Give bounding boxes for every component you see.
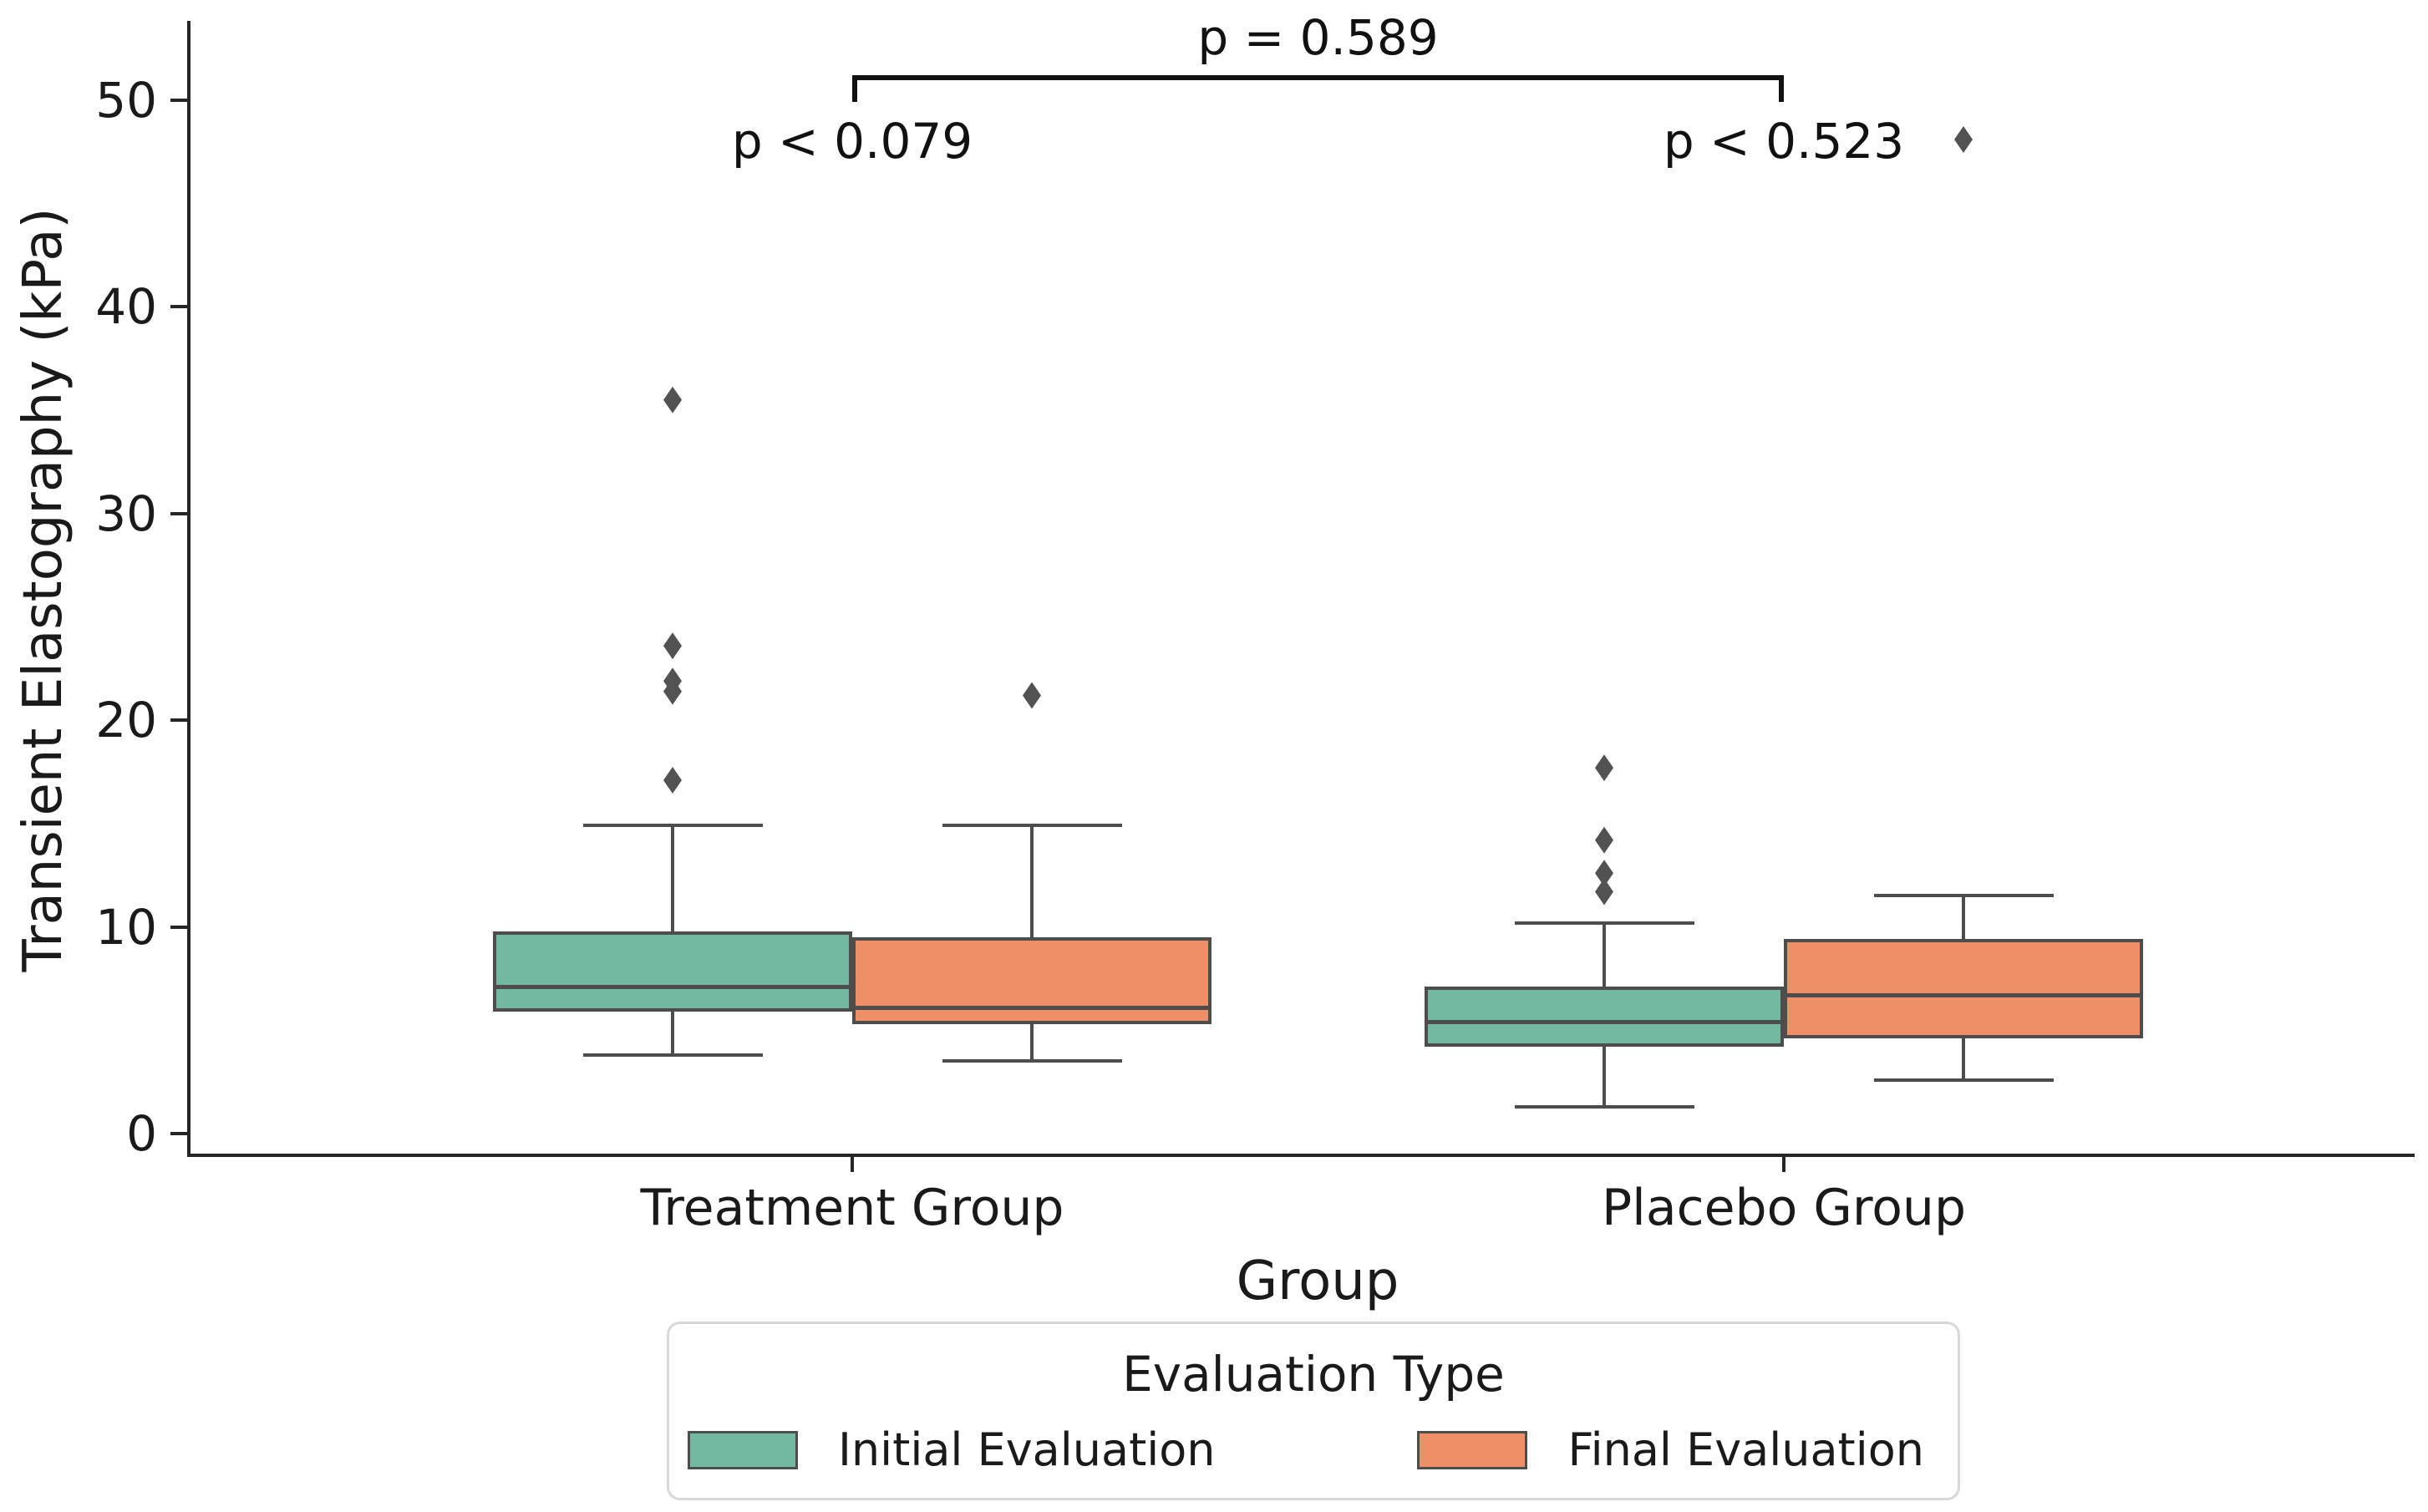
outlier-diamond-initial-evaluation-placebo-group (1595, 826, 1613, 854)
outlier-diamond-initial-evaluation-treatment-group (663, 386, 682, 414)
whisker-cap-final-evaluation-treatment-group (942, 1059, 1122, 1063)
legend-entries: Initial Evaluation Final Evaluation (669, 1423, 1958, 1476)
whisker-cap-initial-evaluation-treatment-group (582, 824, 763, 828)
outlier-diamond-initial-evaluation-placebo-group (1595, 878, 1613, 906)
y-tick-label: 10 (95, 898, 157, 956)
y-tick-mark (170, 718, 187, 723)
y-tick-label: 0 (126, 1105, 157, 1162)
y-tick-label: 50 (95, 72, 157, 129)
significance-label: p < 0.079 (731, 113, 973, 170)
box-final-evaluation-placebo-group (1784, 939, 2143, 1039)
x-tick-mark (1782, 1157, 1785, 1172)
box-initial-evaluation-placebo-group (1425, 987, 1784, 1048)
whisker-cap-final-evaluation-treatment-group (942, 824, 1122, 828)
median-line-final-evaluation-placebo-group (1787, 992, 2140, 997)
whisker-line-initial-evaluation-treatment-group (671, 1012, 674, 1055)
whisker-cap-final-evaluation-placebo-group (1873, 1078, 2054, 1082)
box-final-evaluation-treatment-group (852, 936, 1211, 1024)
y-tick-mark (170, 305, 187, 309)
y-tick-label: 40 (95, 278, 157, 336)
median-line-initial-evaluation-treatment-group (496, 984, 849, 989)
legend-title: Evaluation Type (1122, 1345, 1505, 1403)
y-axis-label: Transient Elastography (kPa) (13, 207, 74, 972)
significance-bracket (852, 75, 1784, 81)
significance-bracket-end (1779, 75, 1784, 103)
significance-bracket-end (852, 75, 857, 103)
legend: Evaluation Type Initial Evaluation Final… (667, 1322, 1960, 1500)
whisker-line-initial-evaluation-placebo-group (1603, 922, 1606, 987)
outlier-diamond-final-evaluation-placebo-group (1954, 126, 1973, 153)
x-tick-mark (851, 1157, 854, 1172)
x-axis-spine (187, 1154, 2415, 1157)
y-tick-label: 20 (95, 692, 157, 749)
outlier-diamond-initial-evaluation-treatment-group (663, 667, 682, 695)
whisker-line-final-evaluation-treatment-group (1030, 825, 1034, 937)
y-tick-mark (170, 99, 187, 102)
outlier-diamond-initial-evaluation-treatment-group (663, 632, 682, 660)
y-tick-label: 30 (95, 485, 157, 542)
outlier-diamond-initial-evaluation-treatment-group (663, 766, 682, 794)
whisker-cap-final-evaluation-placebo-group (1873, 894, 2054, 898)
whisker-cap-initial-evaluation-placebo-group (1514, 921, 1694, 925)
legend-label-final: Final Evaluation (1567, 1423, 1924, 1477)
whisker-line-final-evaluation-placebo-group (1962, 1038, 1965, 1080)
whisker-line-final-evaluation-treatment-group (1030, 1023, 1034, 1062)
initial-evaluation-swatch (688, 1430, 798, 1469)
legend-entry-initial: Initial Evaluation (688, 1423, 1216, 1476)
significance-label: p < 0.523 (1663, 113, 1905, 170)
whisker-line-final-evaluation-placebo-group (1962, 896, 1965, 940)
y-tick-mark (170, 1132, 187, 1135)
median-line-initial-evaluation-placebo-group (1428, 1019, 1780, 1024)
whisker-cap-initial-evaluation-treatment-group (582, 1053, 763, 1057)
y-tick-mark (170, 511, 187, 515)
whisker-line-initial-evaluation-treatment-group (671, 825, 674, 931)
outlier-diamond-initial-evaluation-placebo-group (1595, 754, 1613, 782)
median-line-final-evaluation-treatment-group (856, 1005, 1208, 1010)
legend-label-initial: Initial Evaluation (838, 1423, 1216, 1477)
final-evaluation-swatch (1417, 1430, 1528, 1469)
x-axis-label: Group (1236, 1251, 1399, 1312)
whisker-line-initial-evaluation-placebo-group (1603, 1047, 1606, 1107)
x-tick-label: Treatment Group (640, 1179, 1064, 1237)
y-tick-mark (170, 925, 187, 929)
y-axis-spine (187, 21, 190, 1157)
outlier-diamond-final-evaluation-treatment-group (1023, 682, 1041, 709)
significance-label: p = 0.589 (1197, 9, 1439, 67)
outlier-diamond-initial-evaluation-placebo-group (1595, 860, 1613, 887)
whisker-cap-initial-evaluation-placebo-group (1514, 1104, 1694, 1109)
x-tick-label: Placebo Group (1601, 1179, 1967, 1237)
legend-entry-final: Final Evaluation (1417, 1423, 1924, 1476)
box-initial-evaluation-treatment-group (493, 931, 852, 1012)
